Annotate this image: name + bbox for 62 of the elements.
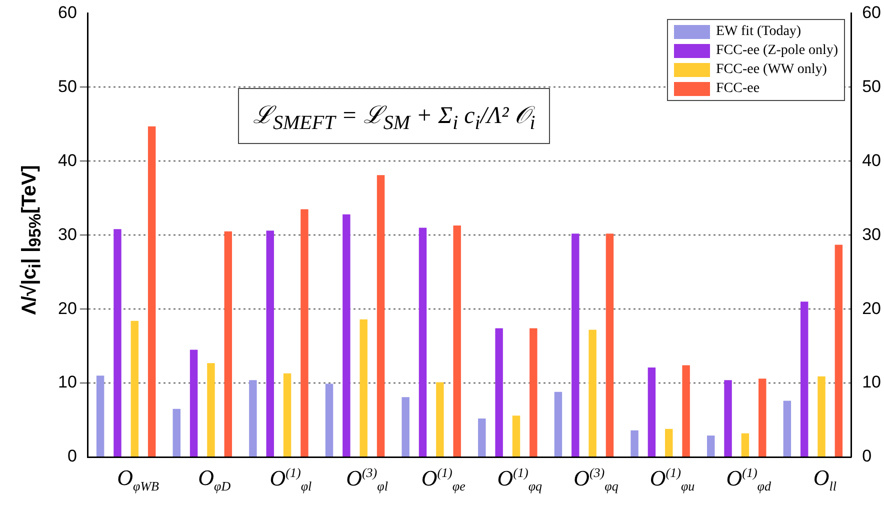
y-tick-label: 50 [58, 76, 77, 96]
y-tick-label: 40 [58, 150, 77, 170]
y2-tick-label: 20 [862, 298, 882, 318]
bar [224, 231, 232, 456]
y-tick-label: 60 [58, 2, 77, 22]
bar [741, 433, 750, 456]
bar [572, 234, 580, 456]
bar [266, 230, 274, 456]
x-tick-label: O$_{φWB}$ [117, 465, 159, 494]
bar [207, 363, 215, 456]
bar [402, 397, 410, 456]
bar [418, 228, 427, 456]
bar [758, 378, 766, 456]
legend-label: FCC-ee [716, 80, 760, 97]
y2-tick-label: 60 [862, 2, 882, 22]
bar [588, 330, 596, 456]
legend-label: EW fit (Today) [716, 24, 802, 40]
y-tick-label: 20 [58, 298, 77, 318]
bar [800, 302, 808, 456]
text: ℒ$_{SMEFT}$ = ℒ$_{SM}$ + Σ$_{i}$ c$_{i}$/Λ² 𝒪$_{i}$ [253, 103, 536, 134]
bar [706, 436, 715, 456]
y2-tick-label: 50 [862, 76, 882, 96]
bar [376, 175, 385, 456]
bar [724, 380, 732, 456]
y2-tick-label: 30 [862, 224, 882, 244]
legend-label: FCC-ee (Z-pole only) [716, 42, 838, 59]
bar [436, 382, 444, 456]
bar [114, 229, 122, 456]
y-tick-label: 10 [58, 372, 77, 392]
y2-tick-label: 40 [862, 150, 882, 170]
bar [453, 225, 461, 456]
bar [300, 209, 308, 456]
bar [283, 373, 292, 456]
bar [342, 214, 350, 456]
bar [360, 319, 368, 456]
bar [478, 418, 486, 456]
bar [190, 350, 198, 456]
bar [130, 320, 139, 456]
bar [96, 376, 104, 456]
bar [606, 234, 614, 456]
bar [665, 428, 673, 456]
legend-label: FCC-ee (WW only) [716, 62, 827, 78]
x-tick-label: O$_{φD}$ [198, 465, 231, 494]
bar [818, 376, 826, 456]
bar [783, 400, 792, 456]
y2-tick-label: 0 [862, 446, 872, 466]
y-tick-label: 0 [67, 446, 77, 466]
bar [630, 430, 638, 456]
y-tick-label: 30 [58, 224, 77, 244]
x-tick-label: O$_{ll}$ [813, 465, 836, 494]
bar [495, 328, 503, 456]
bar [249, 380, 257, 456]
bar [554, 392, 562, 456]
y2-tick-label: 10 [862, 372, 882, 392]
bar [172, 408, 180, 456]
bar [834, 244, 843, 456]
bar [325, 384, 334, 456]
bar [512, 416, 520, 456]
bar [530, 328, 538, 456]
bar [682, 365, 690, 456]
bar [148, 126, 156, 456]
bar [648, 368, 656, 456]
